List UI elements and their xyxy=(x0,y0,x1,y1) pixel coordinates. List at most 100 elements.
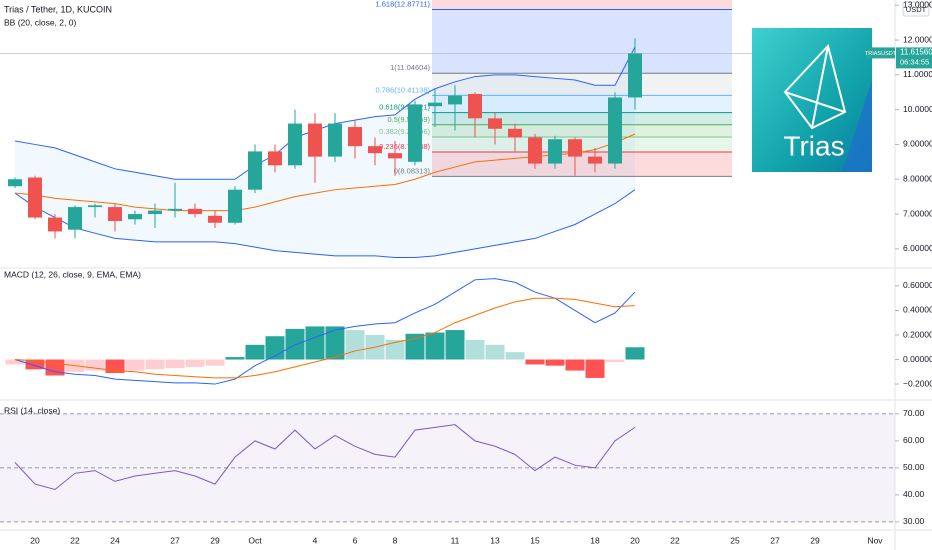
x-tick-label: Nov xyxy=(867,535,883,545)
candle-body xyxy=(528,137,542,164)
histogram-bar xyxy=(505,352,525,360)
signal-line xyxy=(14,297,636,379)
price-label: 11.61560 xyxy=(900,48,932,57)
x-tick-label: Oct xyxy=(248,535,262,545)
x-tick-label: 25 xyxy=(730,535,740,545)
histogram-bar xyxy=(565,359,585,371)
y-tick-label: 11.00000 xyxy=(903,69,932,79)
histogram-bar xyxy=(385,339,405,360)
histogram-bar xyxy=(25,359,45,370)
histogram-bar xyxy=(525,359,545,365)
histogram-bar xyxy=(405,333,425,360)
plot-area: 1.618(12.87711) 1(11.04604) 0.786(10.41138… xyxy=(0,0,895,523)
x-tick-label: 20 xyxy=(30,535,40,545)
histogram-bar xyxy=(225,357,245,360)
y-tick-label: 6.00000 xyxy=(903,243,932,253)
x-tick-label: 29 xyxy=(210,535,220,545)
logo-stripe xyxy=(842,80,872,172)
rsi-label: RSI (14, close) xyxy=(4,405,60,415)
y-tick-label: 12.00000 xyxy=(903,34,932,44)
histogram-bar xyxy=(545,359,565,366)
histogram-bar xyxy=(245,344,265,360)
x-tick-label: 22 xyxy=(670,535,680,545)
fib-zone xyxy=(432,112,732,125)
histogram-bar xyxy=(5,359,25,365)
symbol-tag xyxy=(866,47,895,59)
histogram-bar xyxy=(445,330,465,360)
candle-body xyxy=(548,139,562,164)
fib-zone xyxy=(432,9,732,74)
y-tick-label: 10.00000 xyxy=(903,104,932,114)
candle-body xyxy=(508,128,522,138)
x-tick-label: 20 xyxy=(630,535,640,545)
countdown-label: 06:34:55 xyxy=(900,57,929,66)
candle-body xyxy=(108,207,122,222)
fib-label: 1(11.04604) xyxy=(390,63,430,72)
candle-body xyxy=(88,205,102,208)
fib-zone xyxy=(432,124,732,137)
histogram-bar xyxy=(85,359,105,371)
histogram-bar xyxy=(185,359,205,367)
x-tick-label: 4 xyxy=(313,535,318,545)
x-tick-label: 6 xyxy=(353,535,358,545)
price-axis: USDT 6.00000 7.00000 8.00000 9.00000 10.0000… xyxy=(894,0,932,550)
candle-body xyxy=(428,102,442,107)
y-tick-label: 60.00 xyxy=(903,435,925,445)
x-tick-label: 27 xyxy=(770,535,780,545)
y-tick-label: 50.00 xyxy=(903,462,925,472)
y-tick-label: 30.00 xyxy=(903,516,925,526)
candle-body xyxy=(28,177,42,218)
indicator-label: BB (20, close, 2, 0) xyxy=(4,17,76,27)
currency-label: USDT xyxy=(906,5,927,14)
macd-line xyxy=(14,278,636,385)
fib-zone xyxy=(432,73,732,96)
y-tick-label: 13.00000 xyxy=(903,0,932,9)
candle-body xyxy=(248,151,262,190)
fib-label: 0.382(9.21496) xyxy=(379,127,430,136)
price-tag xyxy=(896,47,932,69)
chart-title: Trias / Tether, 1D, KUCOIN xyxy=(4,4,112,14)
y-tick-label: 0.60000 xyxy=(903,280,932,290)
candle-body xyxy=(408,104,422,162)
histogram-bar xyxy=(585,359,605,378)
y-tick-label: 0.40000 xyxy=(903,305,932,315)
macd-label: MACD (12, 26, close, 9, EMA, EMA) xyxy=(4,269,141,279)
y-tick-label: 0.00000 xyxy=(903,354,932,364)
fib-label: 0.786(10.41138) xyxy=(376,85,431,94)
candle-body xyxy=(348,127,362,147)
x-tick-label: 29 xyxy=(810,535,820,545)
histogram-bar xyxy=(305,326,325,360)
x-tick-label: 22 xyxy=(70,535,80,545)
x-tick-label: 8 xyxy=(393,535,398,545)
logo: Trias xyxy=(752,28,872,172)
fib-label: 1.618(12.87711) xyxy=(376,0,431,8)
symbol-label: TRIASUSDT xyxy=(865,51,897,57)
band-line xyxy=(14,189,636,259)
histogram-bar xyxy=(345,330,365,360)
x-tick-label: 24 xyxy=(110,535,120,545)
y-tick-label: 0.20000 xyxy=(903,329,932,339)
histogram-bar xyxy=(625,347,645,360)
histogram-bar xyxy=(145,359,165,370)
fib-zone xyxy=(432,0,732,10)
band-line xyxy=(14,46,636,180)
candle-body xyxy=(608,97,622,164)
candle-body xyxy=(388,153,402,159)
histogram-bar xyxy=(425,332,445,360)
y-tick-label: 7.00000 xyxy=(903,208,932,218)
y-tick-label: 70.00 xyxy=(903,408,925,418)
candle-body xyxy=(588,156,602,164)
candle-body xyxy=(488,118,502,129)
histogram-bar xyxy=(205,359,225,366)
candle-body xyxy=(628,53,642,98)
histogram-bar xyxy=(605,359,625,362)
candle-body xyxy=(228,189,242,223)
y-tick-label: −0.20000 xyxy=(903,378,932,388)
candle-body xyxy=(568,139,582,157)
fib-zone xyxy=(432,95,732,113)
candle-body xyxy=(468,93,482,119)
candle-body xyxy=(168,208,182,211)
candle-body xyxy=(208,215,222,223)
